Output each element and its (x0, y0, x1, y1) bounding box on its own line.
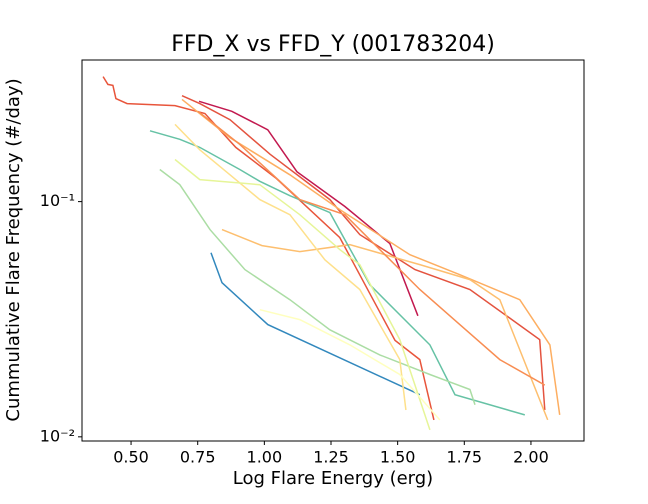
plot-frame (81, 59, 585, 442)
chart-title: FFD_X vs FFD_Y (001783204) (171, 32, 495, 57)
x-tick-label: 1.00 (247, 448, 283, 467)
x-tick-label: 1.75 (446, 448, 482, 467)
x-tick-label: 0.50 (113, 448, 149, 467)
x-tick-label: 1.50 (380, 448, 416, 467)
series-line (198, 100, 419, 317)
x-tick-label: 1.25 (313, 448, 349, 467)
series-line (197, 110, 546, 386)
series-line (159, 168, 476, 405)
series-line (174, 158, 431, 431)
x-tick-label: 2.00 (513, 448, 549, 467)
y-tick-label: 10⁻² (40, 426, 75, 445)
series-line (259, 308, 441, 421)
x-axis-label: Log Flare Energy (erg) (233, 468, 433, 489)
y-tick-label: 10⁻¹ (40, 191, 75, 210)
series-line (210, 252, 421, 396)
series-line (181, 95, 546, 411)
series-line (174, 123, 407, 411)
x-tick-label: 0.75 (180, 448, 216, 467)
y-axis-label: Cummulative Flare Frequency (#/day) (3, 78, 24, 421)
series-line (181, 98, 561, 416)
